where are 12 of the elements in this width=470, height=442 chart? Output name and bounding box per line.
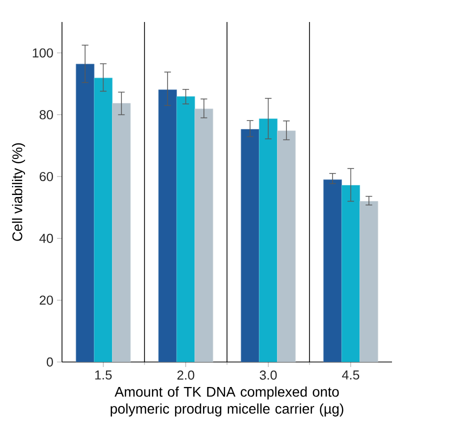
y-tick-label: 100	[32, 48, 53, 58]
x-axis-title: Amount of TK DNA complexed onto polymeric prodrug micelle carrier (µg)	[110, 386, 344, 416]
y-tick-label: 0	[46, 357, 53, 367]
y-tick-label: 60	[40, 172, 53, 182]
x-tick-label: 3.0	[260, 370, 277, 380]
x-tick-label: 1.5	[95, 370, 112, 380]
y-tick-label: 80	[40, 110, 53, 120]
y-tick-label: 20	[40, 296, 53, 305]
x-tick-label: 4.5	[342, 370, 360, 380]
y-tick-label: 40	[39, 234, 53, 243]
x-tick-label: 2.0	[177, 370, 194, 380]
y-axis-title: Cell viability (%)	[12, 143, 26, 241]
